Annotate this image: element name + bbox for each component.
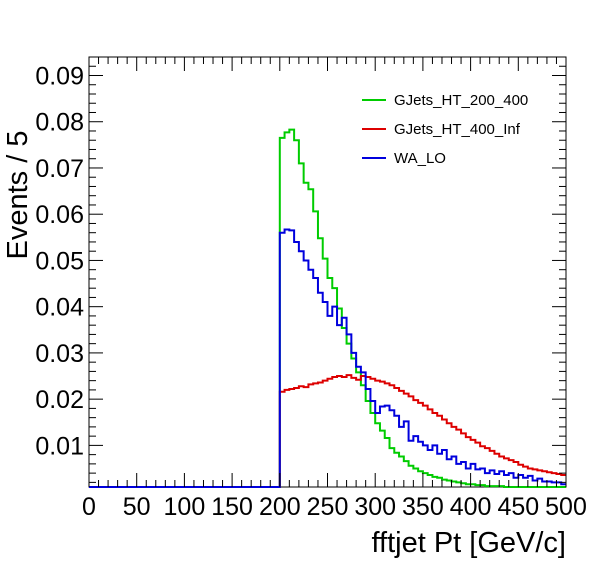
series-line-2: [89, 228, 566, 488]
x-tick-label: 450: [497, 493, 539, 521]
legend: GJets_HT_200_400 GJets_HT_400_Inf WA_LO: [362, 92, 528, 167]
y-tick-label: 0.02: [35, 386, 84, 414]
y-tick-label: 0.06: [35, 201, 84, 229]
y-axis: 0.01 0.02 0.03 0.04 0.05 0.06 0.07 0.08 0.09: [35, 56, 566, 483]
x-tick-label: 250: [307, 493, 349, 521]
x-axis: 0 50 100 150 200 250 300 350 400 450 500: [82, 57, 587, 521]
x-tick-label: 350: [402, 493, 444, 521]
x-tick-label: 400: [450, 493, 492, 521]
y-tick-label: 0.09: [35, 62, 84, 90]
x-tick-label: 50: [123, 493, 151, 521]
y-tick-label: 0.01: [35, 432, 84, 460]
legend-label: GJets_HT_200_400: [394, 92, 528, 109]
series-line-1: [89, 374, 566, 488]
legend-label: WA_LO: [394, 150, 446, 167]
x-tick-label: 100: [164, 493, 206, 521]
y-tick-label: 0.07: [35, 155, 84, 183]
x-tick-label: 0: [82, 493, 96, 521]
series-line-0: [89, 128, 566, 488]
y-axis-title: Events / 5: [2, 131, 34, 260]
series-layer: [89, 128, 566, 488]
y-tick-label: 0.08: [35, 109, 84, 137]
x-tick-label: 150: [211, 493, 253, 521]
legend-label: GJets_HT_400_Inf: [394, 121, 521, 138]
x-axis-title: fftjet Pt [GeV/c]: [372, 527, 567, 559]
x-tick-label: 500: [545, 493, 587, 521]
y-tick-label: 0.03: [35, 340, 84, 368]
x-tick-label: 300: [354, 493, 396, 521]
y-tick-label: 0.04: [35, 294, 84, 322]
x-tick-label: 200: [259, 493, 301, 521]
y-tick-label: 0.05: [35, 247, 84, 275]
